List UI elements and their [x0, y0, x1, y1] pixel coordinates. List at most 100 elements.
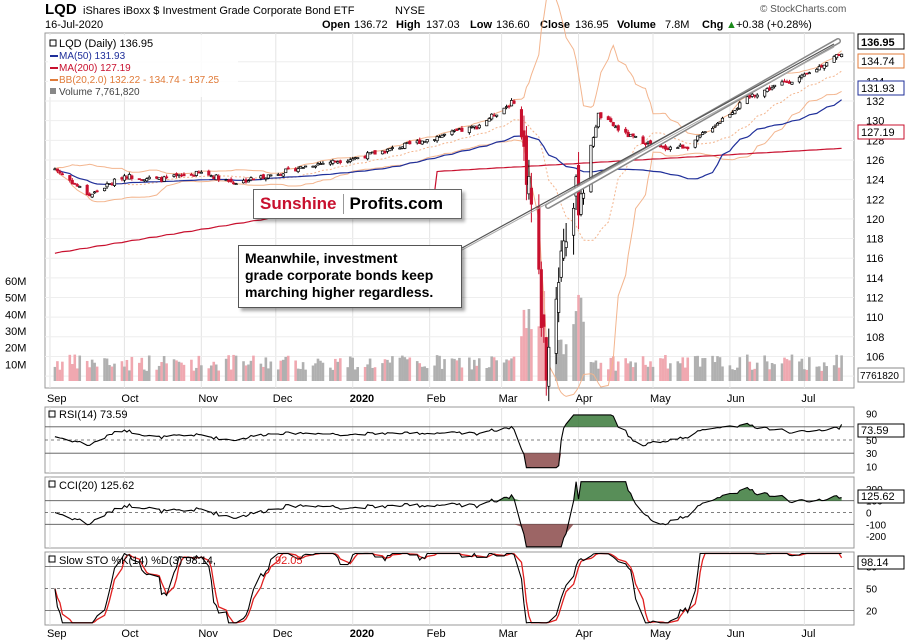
candle-body — [668, 146, 672, 150]
candle-body — [666, 147, 670, 151]
price-tick-label: 124 — [866, 175, 884, 187]
candle-body — [346, 160, 350, 163]
volume-bar — [279, 360, 283, 381]
volume-bar — [244, 365, 248, 381]
volume-bar — [683, 367, 687, 381]
candle-body — [800, 74, 804, 78]
volume-bar — [597, 368, 600, 381]
volume-bar — [301, 362, 305, 381]
symbol: LQD — [45, 1, 77, 18]
volume-bar — [190, 359, 193, 381]
volume-bar — [229, 369, 233, 381]
candle-body — [745, 96, 749, 104]
candle-body — [438, 136, 442, 138]
volume-bar — [507, 360, 511, 381]
candle-body — [209, 175, 213, 177]
volume-bar — [502, 362, 506, 381]
candle-body — [53, 168, 57, 171]
high-value: 137.03 — [426, 19, 460, 31]
month-label: Mar — [499, 628, 518, 640]
candle-body — [261, 174, 265, 179]
trend-line — [461, 38, 841, 251]
volume-tick-label: 20M — [5, 343, 26, 355]
month-labels-bottom: Sep Oct Nov Dec 2020 Feb Mar Apr May Jun Jul — [47, 628, 815, 640]
candle-body — [107, 183, 112, 185]
volume-bar — [728, 365, 732, 381]
candle-body — [60, 173, 64, 176]
candle-body — [95, 190, 99, 193]
candle-body — [313, 165, 318, 168]
volume-bar — [475, 365, 479, 381]
candle-body — [748, 95, 752, 98]
candle-body — [765, 88, 769, 92]
rsi-indicator: 9070503010 — [45, 410, 878, 473]
candle-body — [425, 139, 429, 143]
exchange: NYSE — [395, 5, 425, 17]
rsi-label: RSI(14) 73.59 — [59, 409, 127, 421]
candle-body — [492, 114, 496, 117]
candle-body — [460, 127, 464, 132]
tick-label: 0 — [866, 509, 872, 520]
candle-body — [155, 176, 159, 179]
candle-body — [304, 165, 308, 168]
volume-bar — [58, 369, 62, 381]
sto-label: Slow STO %K(14) %D(3) 98.14, — [59, 555, 216, 567]
volume-bar — [90, 359, 94, 381]
volume-bar — [284, 356, 288, 381]
candle-body — [698, 134, 702, 138]
volume-bar — [770, 363, 774, 381]
volume-bar — [281, 359, 285, 381]
ma200-tag-text: 127.19 — [861, 127, 895, 139]
volume-bar — [557, 339, 560, 381]
legend-ma200: MA(200) 127.19 — [59, 63, 131, 74]
volume-bar — [276, 369, 280, 381]
volume-bar — [286, 355, 290, 381]
candle-body — [440, 134, 444, 138]
price-tick-label: 116 — [866, 253, 884, 265]
chg-label: Chg — [702, 19, 723, 31]
month-label: 2020 — [350, 628, 374, 640]
annotation-line-1: Meanwhile, investment — [245, 250, 398, 266]
volume-bar — [373, 367, 377, 381]
candle-body — [763, 89, 767, 97]
candle-body — [212, 176, 216, 179]
volume-bar — [314, 363, 317, 381]
volume-bar — [259, 363, 263, 381]
volume-bar — [195, 367, 198, 381]
candle-body — [356, 157, 360, 160]
candle-body — [217, 175, 221, 181]
candle-body — [750, 93, 754, 97]
candle-body — [457, 128, 461, 131]
candle-body — [539, 269, 543, 328]
volume-bar — [522, 309, 526, 381]
cci-tag — [857, 489, 905, 504]
volume-bar — [629, 361, 632, 381]
volume-bar — [130, 356, 134, 381]
volume-bar — [180, 362, 183, 381]
candle-body — [112, 178, 117, 186]
volume-bar — [182, 364, 186, 381]
candle-body — [122, 175, 126, 181]
volume-bar — [574, 311, 578, 381]
volume-bar — [599, 362, 603, 381]
candle-body — [626, 131, 630, 138]
volume-bar — [423, 366, 426, 381]
volume-bar — [200, 365, 203, 381]
volume-bar — [492, 357, 496, 381]
volume-bar — [73, 354, 77, 381]
candle-body — [162, 176, 166, 182]
month-label: Oct — [121, 628, 138, 640]
candle-body — [785, 81, 789, 83]
volume-bar — [386, 359, 389, 381]
volume-bar — [790, 354, 794, 381]
candle-body — [661, 146, 665, 148]
candle-body — [678, 144, 682, 147]
volume-bar — [334, 358, 337, 381]
volume-bar — [264, 357, 268, 381]
candle-body — [683, 146, 687, 149]
candle-body — [398, 147, 402, 150]
volume-bar — [61, 361, 64, 381]
volume-bar — [530, 329, 533, 381]
volume-bar — [485, 368, 489, 381]
candle-body — [177, 174, 181, 177]
